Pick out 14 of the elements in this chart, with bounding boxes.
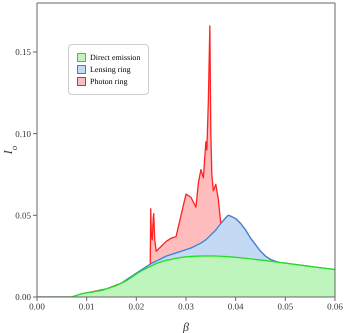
- x-tick-label: 0.05: [277, 301, 294, 312]
- x-tick-label: 0.03: [178, 301, 194, 312]
- x-tick-label: 0.04: [228, 301, 244, 312]
- y-tick-label: 0.00: [15, 292, 32, 302]
- legend-label: Lensing ring: [90, 65, 131, 74]
- x-tick-label: 0.02: [128, 301, 144, 312]
- y-tick-label: 0.15: [15, 47, 32, 58]
- x-tick-label: 0.00: [29, 301, 46, 312]
- legend-label: Direct emission: [90, 53, 140, 62]
- y-tick-label: 0.10: [15, 128, 32, 139]
- y-tick-label: 0.05: [15, 210, 32, 221]
- legend-label: Photon ring: [90, 77, 128, 86]
- x-tick-label: 0.06: [327, 301, 344, 312]
- x-tick-label: 0.01: [78, 301, 95, 312]
